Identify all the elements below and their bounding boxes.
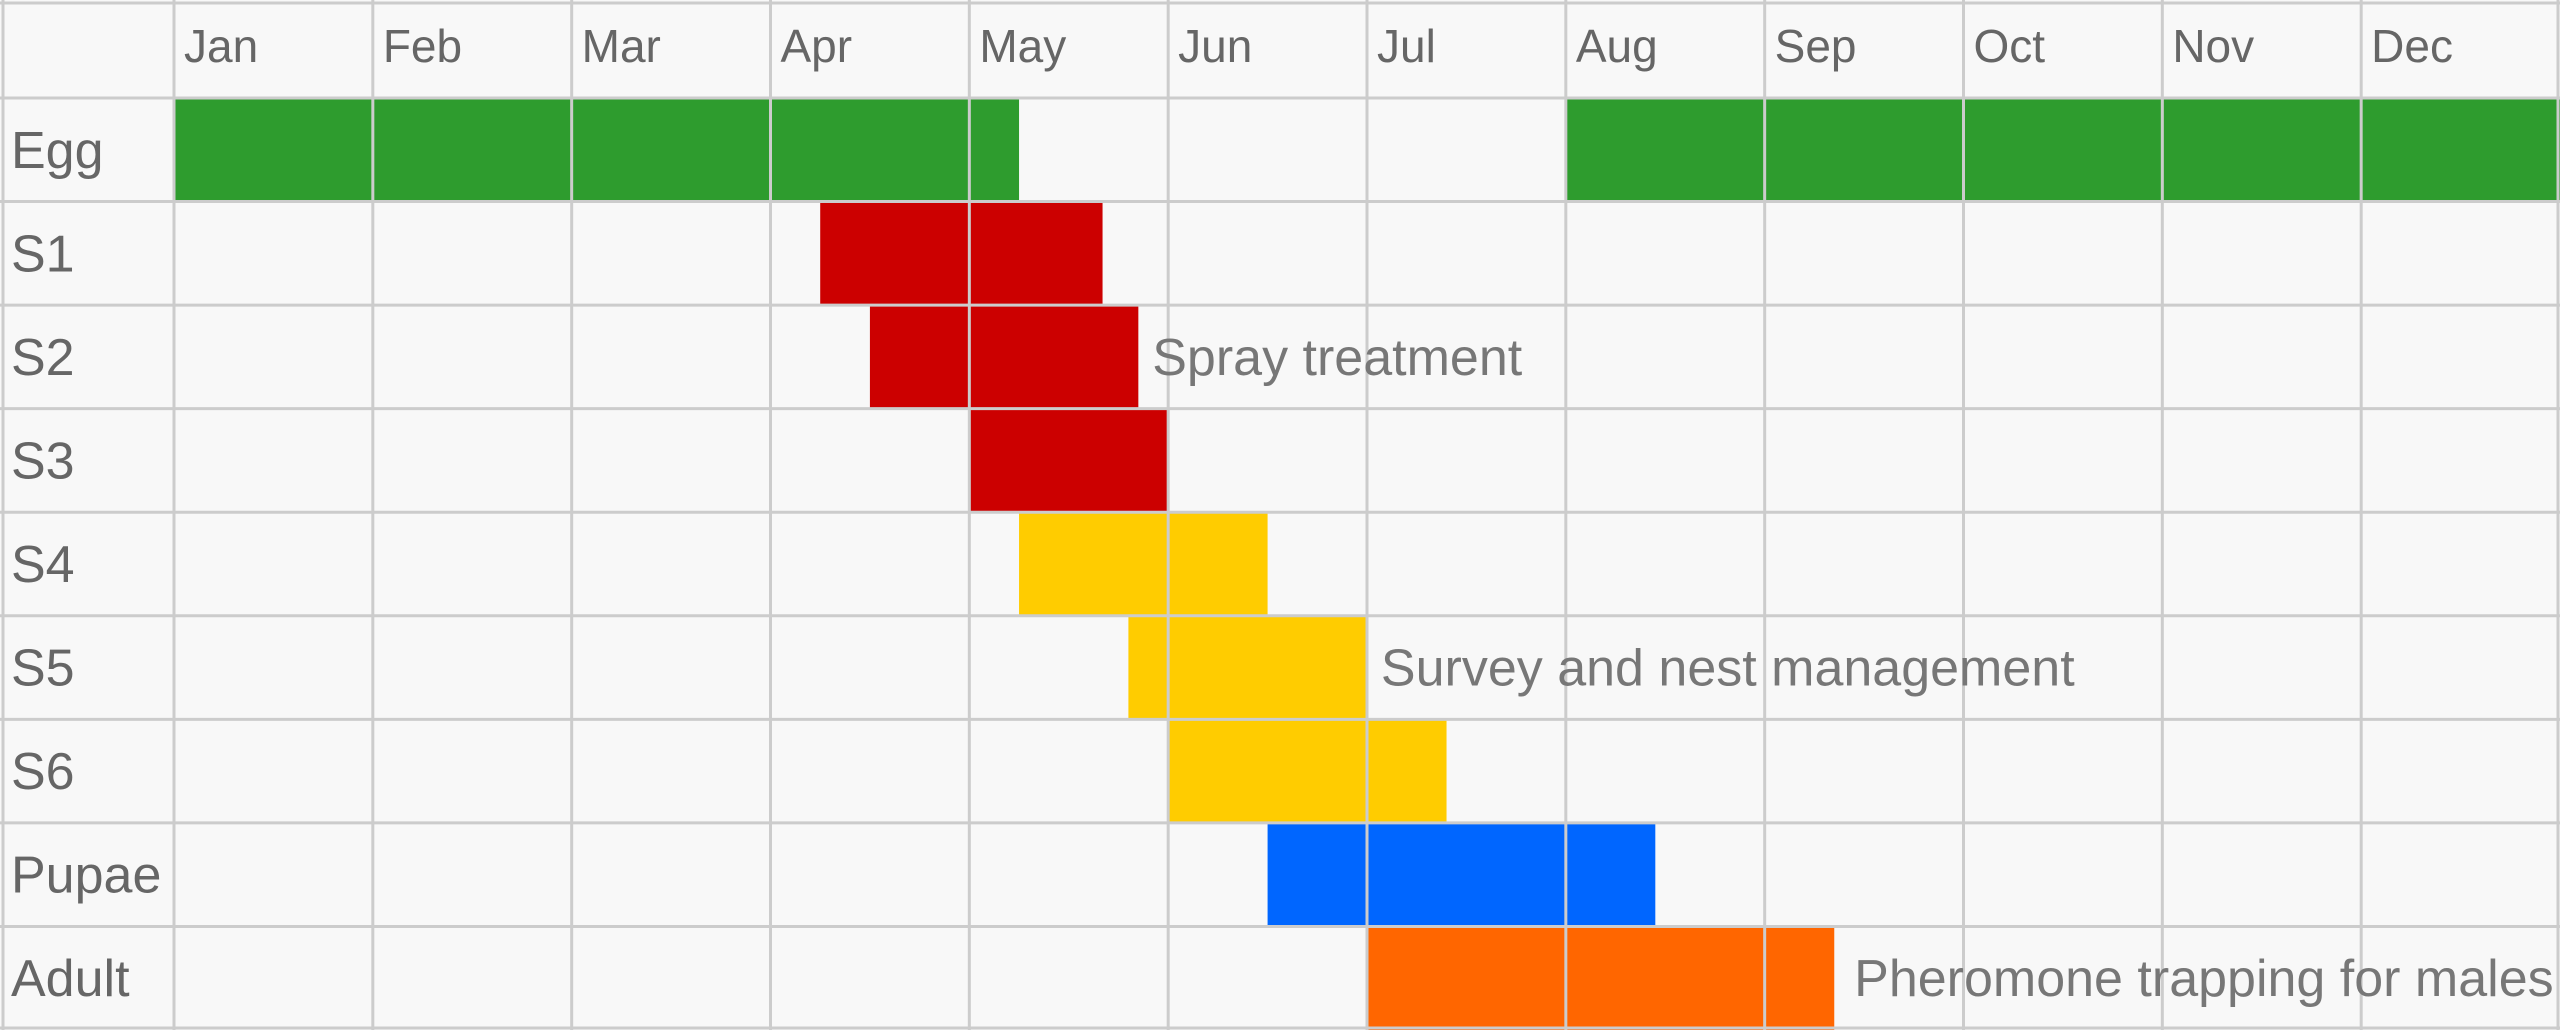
row-label-s1: S1: [11, 225, 75, 283]
month-label-jan: Jan: [184, 20, 258, 72]
bar-pupae-1: [1267, 822, 1656, 927]
bar-s2-1: [869, 305, 1139, 409]
month-label-nov: Nov: [2172, 20, 2254, 72]
row-label-s3: S3: [11, 432, 75, 490]
month-label-mar: Mar: [582, 20, 661, 72]
row-label-s2: S2: [11, 329, 75, 387]
labels-layer: Jan Feb Mar Apr May Jun Jul Aug Sep Oct Nov Dec Egg S…: [11, 20, 2554, 1008]
bar-s5-1: [1128, 615, 1367, 720]
bars-layer: [174, 98, 2560, 1030]
month-label-feb: Feb: [383, 20, 462, 72]
annotation-2: Survey and nest management: [1381, 640, 2075, 698]
row-label-s5: S5: [11, 640, 75, 698]
month-label-apr: Apr: [781, 20, 853, 72]
month-label-aug: Aug: [1576, 20, 1658, 72]
bar-s3-1: [969, 408, 1169, 513]
row-label-s4: S4: [11, 536, 75, 594]
bar-s1-1: [820, 201, 1103, 306]
row-label-egg: Egg: [11, 122, 104, 180]
row-label-pupae: Pupae: [11, 847, 161, 905]
month-label-sep: Sep: [1775, 20, 1857, 72]
bar-egg-1: [174, 98, 1020, 202]
bar-s6-1: [1168, 719, 1447, 823]
month-label-dec: Dec: [2371, 20, 2453, 72]
bar-adult-1: [1367, 926, 1835, 1030]
annotation-1: Spray treatment: [1152, 329, 1522, 387]
bar-s4-1: [1019, 512, 1268, 616]
annotation-3: Pheromone trapping for males: [1854, 950, 2553, 1008]
month-label-may: May: [979, 20, 1066, 72]
bar-egg-2: [1565, 98, 2560, 202]
row-label-s6: S6: [11, 743, 75, 801]
month-label-oct: Oct: [1974, 20, 2046, 72]
month-label-jul: Jul: [1377, 20, 1436, 72]
month-label-jun: Jun: [1178, 20, 1252, 72]
row-label-adult: Adult: [11, 950, 130, 1008]
